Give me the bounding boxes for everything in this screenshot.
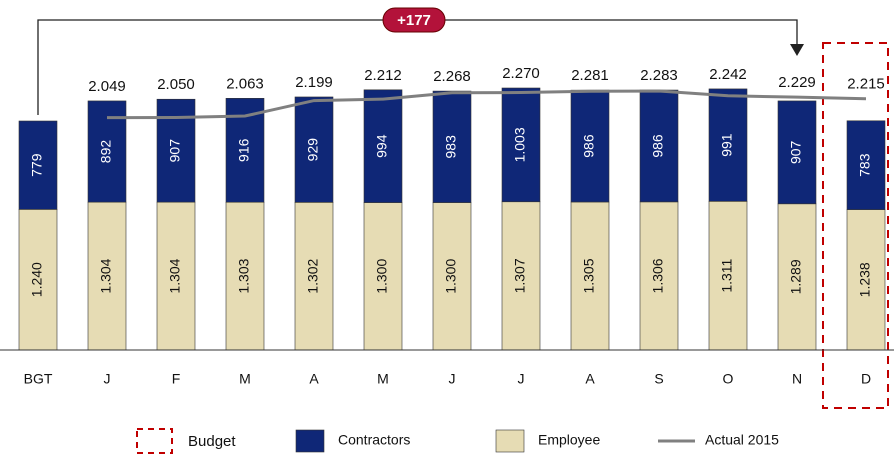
legend-label: Contractors [338,432,410,448]
data-label: 1.305 [581,258,597,293]
x-tick-label: M [239,371,251,387]
x-tick-label: A [309,371,319,387]
data-label: 1.306 [650,258,666,293]
legend-budget-swatch [136,428,173,454]
data-label: 991 [719,133,735,157]
legend-label: Employee [538,432,600,448]
bar-segment [501,87,541,203]
data-label: 907 [167,139,183,163]
total-label: 2.049 [88,78,126,95]
data-label: 907 [788,140,804,164]
data-label: 779 [29,153,45,177]
x-tick-label: O [723,371,734,387]
annotation-arrow [37,19,798,116]
x-tick-label: A [585,371,595,387]
total-label: 2.063 [226,75,264,92]
data-label: 929 [305,138,321,162]
arrow-head [790,44,804,56]
total-label: 2.283 [640,67,678,84]
legend-swatch [295,429,325,453]
data-label: 1.307 [512,258,528,293]
budget-box [822,42,889,409]
bar-segment [225,201,265,351]
legend-label: Actual 2015 [705,432,779,448]
bar-segment [501,201,541,351]
data-label: 1.238 [857,262,873,297]
x-tick-label: N [792,371,802,387]
annotation: +177 [397,12,431,29]
legend-swatch [495,429,525,453]
x-tick-label: F [172,371,181,387]
x-tick-label: J [518,371,525,387]
x-tick-label: J [104,371,111,387]
bar-segment [639,201,679,351]
legend-label: Budget [188,433,236,450]
bar-segment [570,89,610,203]
data-label: 1.302 [305,258,321,293]
data-label: 994 [374,134,390,158]
data-label: 1.303 [236,258,252,293]
data-label: 1.240 [29,262,45,297]
data-label: 1.304 [167,258,183,293]
data-label: 916 [236,138,252,162]
x-tick-label: BGT [24,371,53,387]
data-label: 983 [443,135,459,159]
data-label: 1.311 [719,258,735,292]
data-label: 1.003 [512,127,528,162]
data-label: 1.304 [98,258,114,293]
total-label: 2.050 [157,76,195,93]
total-label: 2.270 [502,65,540,82]
bar-segment [363,89,403,203]
total-label: 2.268 [433,68,471,85]
data-label: 1.300 [443,259,459,294]
bar-segment [432,202,472,351]
bar-segment [846,120,886,210]
bar-segment [846,209,886,351]
bar-segment [708,88,748,202]
bar-segment [777,100,817,205]
bar-segment [363,202,403,351]
x-tick-label: S [654,371,663,387]
bar-segment [156,201,196,351]
bar-segment [639,89,679,203]
data-label: 892 [98,140,114,164]
x-tick-label: M [377,371,389,387]
data-label: 1.300 [374,259,390,294]
total-label: 2.212 [364,67,402,84]
line [106,89,867,120]
data-label: 1.289 [788,259,804,294]
data-label: 783 [857,153,873,177]
x-tick-label: D [861,371,871,387]
total-label: 2.242 [709,66,747,83]
total-label: 2.229 [778,74,816,91]
total-label: 2.281 [571,67,609,84]
bar-segment [18,120,58,210]
bar-segment [294,202,334,351]
annotation-pill [382,7,446,33]
bar-segment [777,203,817,351]
x-tick-label: J [449,371,456,387]
data-label: 986 [650,134,666,158]
total-label: 2.199 [295,74,333,91]
bar-segment [708,201,748,351]
bar-segment [294,96,334,203]
data-label: 986 [581,134,597,158]
bar-segment [432,90,472,203]
total-label: 2.215 [847,76,885,93]
